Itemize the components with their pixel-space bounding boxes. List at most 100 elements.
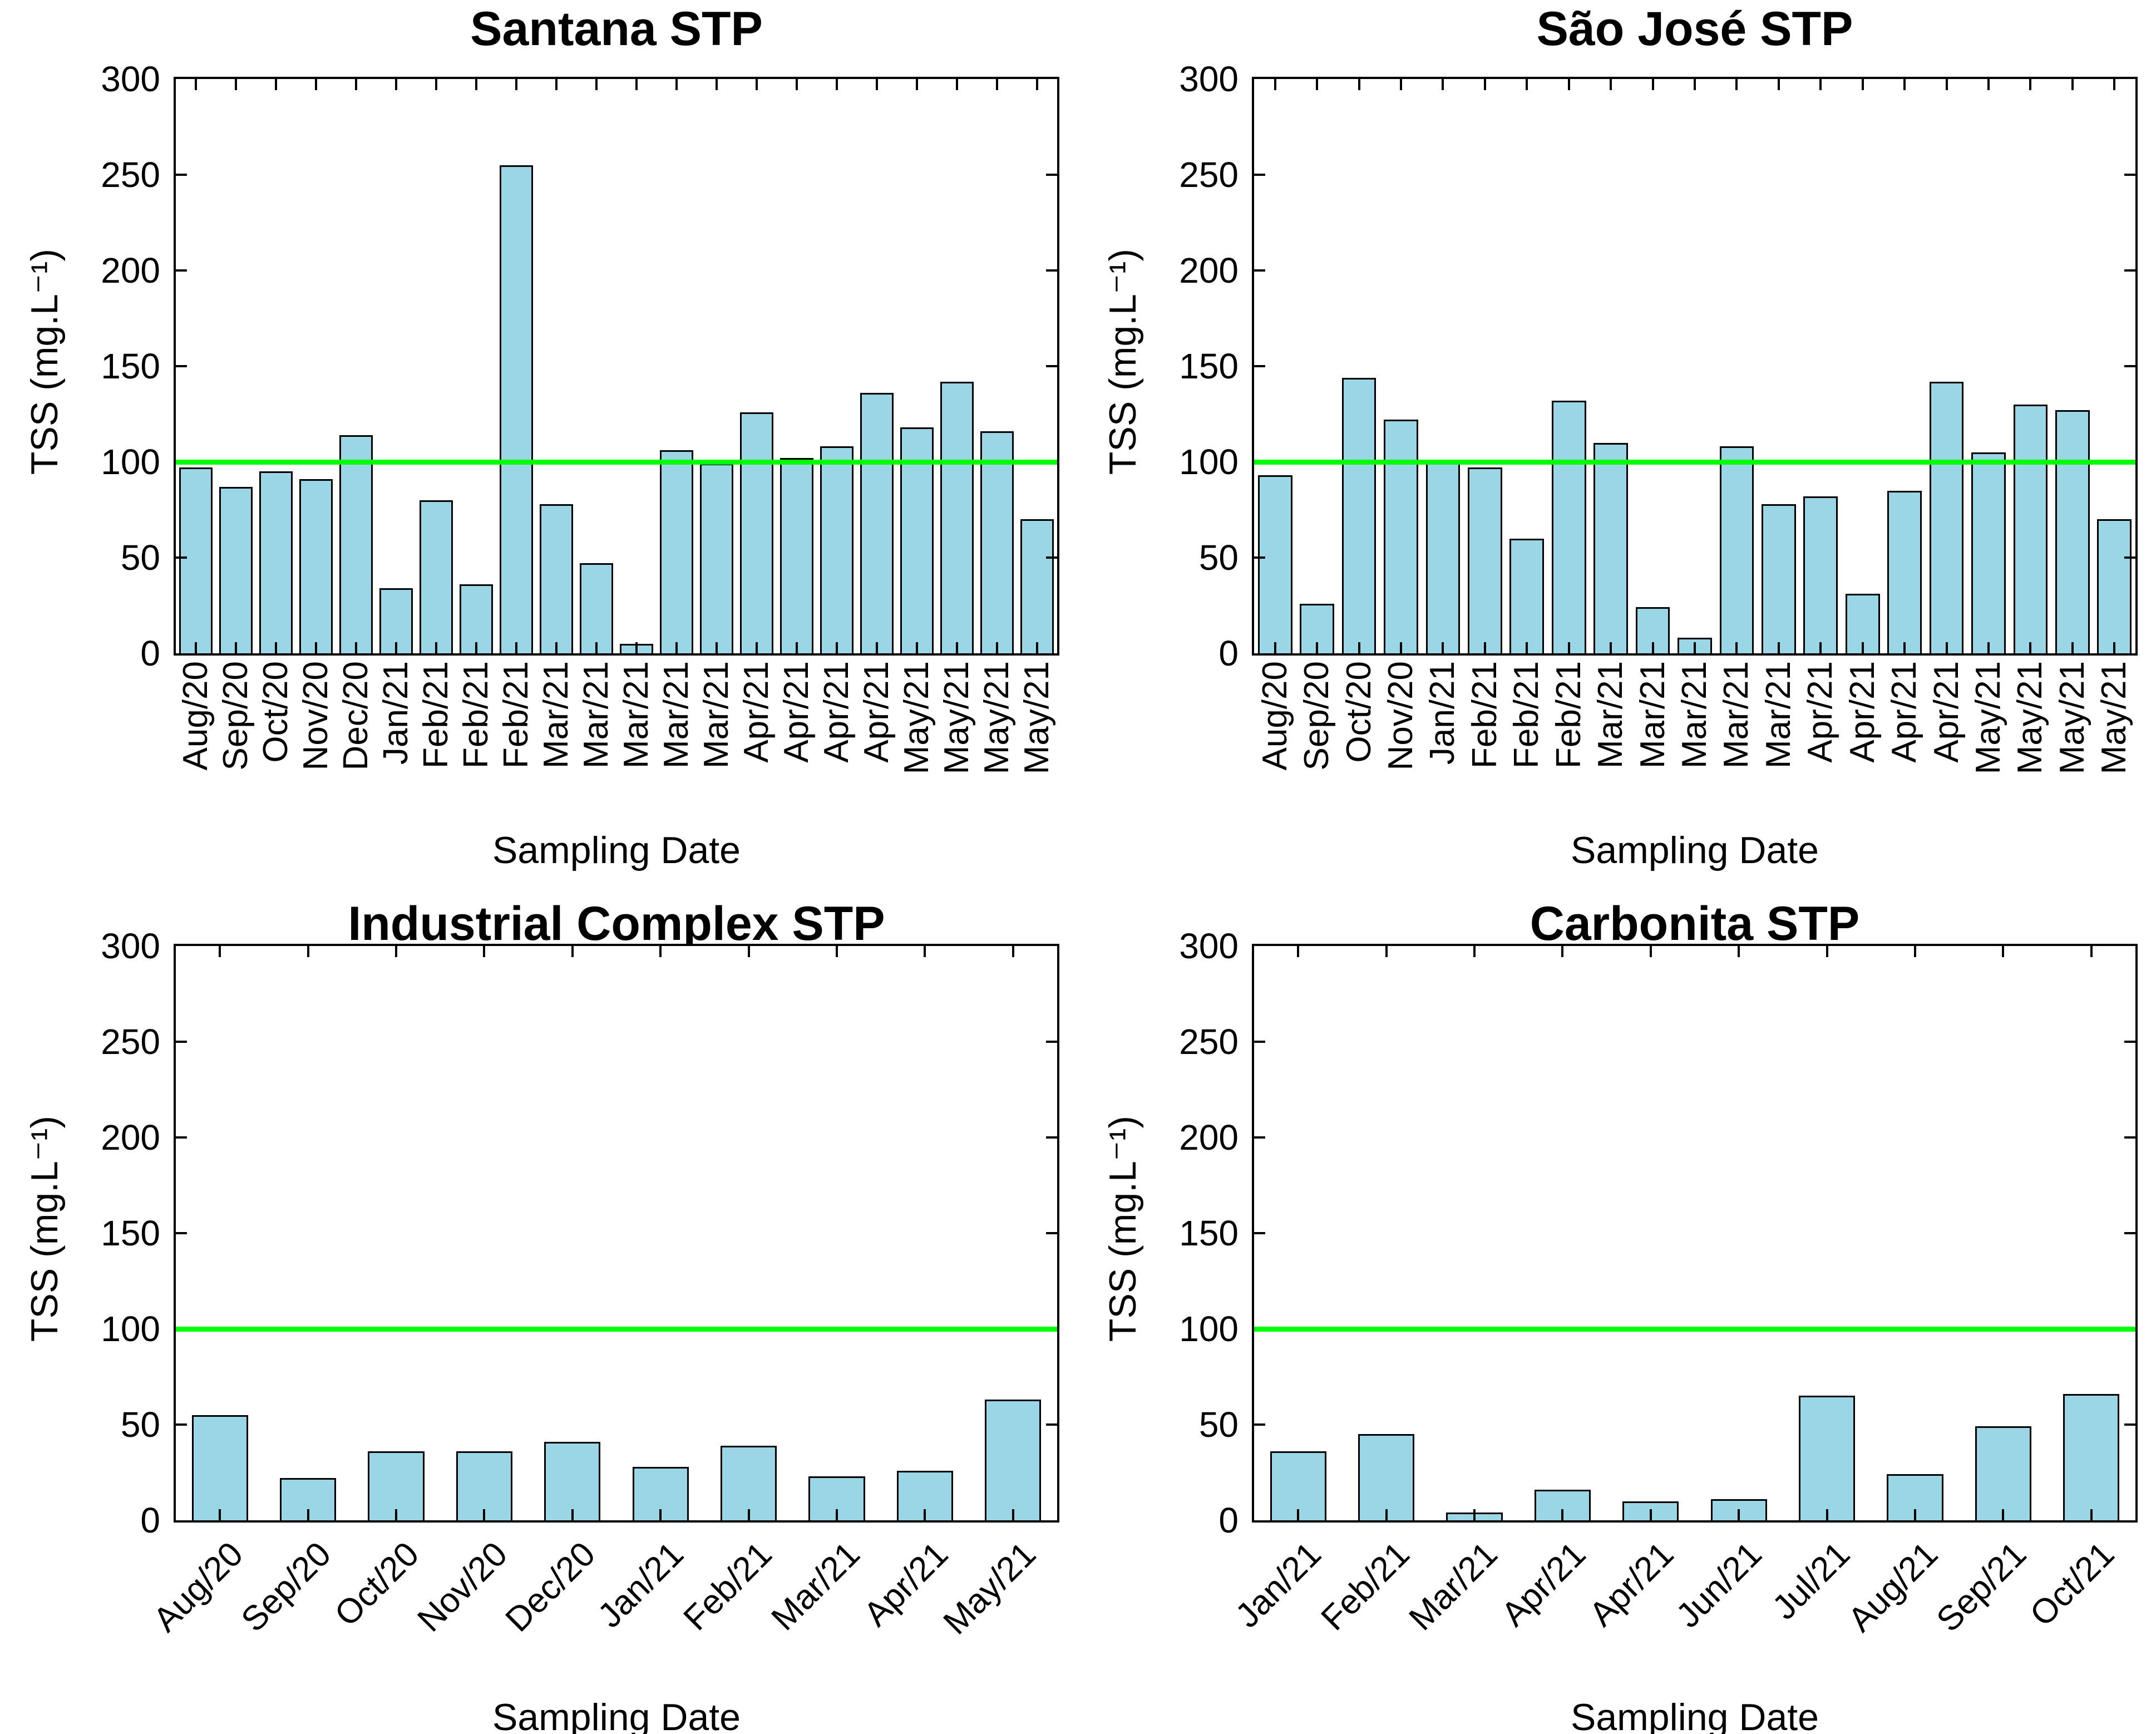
x-tick-mark-bottom — [435, 642, 437, 653]
x-tick-mark-top — [595, 79, 598, 90]
x-tick-mark-top — [1442, 79, 1444, 90]
y-tick-mark-left — [176, 174, 187, 176]
y-tick-mark-right — [1046, 1232, 1057, 1234]
x-tick-mark-bottom — [2113, 642, 2116, 653]
x-tick-mark-bottom — [571, 1509, 574, 1520]
x-tick-label: May/21 — [978, 661, 1016, 775]
y-tick-label: 250 — [101, 155, 160, 195]
x-tick-label: Nov/20 — [410, 1535, 515, 1639]
x-tick-label: Mar/21 — [577, 661, 615, 769]
x-tick-mark-bottom — [2029, 642, 2032, 653]
bar — [2097, 519, 2132, 653]
y-tick-label: 150 — [101, 346, 160, 386]
x-tick-mark-top — [1400, 79, 1402, 90]
x-tick-label: May/21 — [938, 661, 976, 775]
x-tick-mark-bottom — [1819, 642, 1822, 653]
bar — [1270, 1451, 1326, 1520]
x-tick-label: Apr/21 — [1927, 661, 1966, 763]
x-tick-mark-top — [635, 79, 638, 90]
x-tick-label: May/21 — [2011, 661, 2050, 775]
x-tick-mark-top — [796, 79, 798, 90]
x-tick-label: May/21 — [1969, 661, 2007, 775]
y-tick-mark-right — [2124, 174, 2135, 176]
x-tick-label: Feb/21 — [1314, 1535, 1417, 1638]
subplot-carbonita-stp: Carbonita STP TSS (mg.L⁻¹) Sampling Date… — [1078, 867, 2156, 1734]
bar — [544, 1441, 601, 1520]
x-tick-mark-bottom — [1400, 642, 1402, 653]
plot-area — [1252, 944, 2138, 1523]
bar — [1719, 446, 1754, 653]
y-tick-label: 300 — [1179, 926, 1239, 966]
y-tick-mark-left — [1254, 365, 1265, 367]
x-tick-mark-bottom — [1651, 642, 1654, 653]
x-tick-mark-bottom — [395, 642, 397, 653]
x-tick-mark-bottom — [1903, 642, 1906, 653]
bar — [2063, 1393, 2120, 1520]
y-tick-mark-left — [176, 1232, 187, 1234]
x-tick-label: Mar/21 — [617, 661, 655, 769]
bar — [1761, 504, 1796, 653]
x-tick-mark-bottom — [1777, 642, 1780, 653]
subplot-industrial-complex-stp: Industrial Complex STP TSS (mg.L⁻¹) Samp… — [0, 867, 1078, 1734]
x-tick-label: Jan/21 — [1228, 1535, 1329, 1636]
x-tick-mark-bottom — [756, 642, 758, 653]
x-tick-mark-top — [1826, 946, 1828, 957]
x-axis-label: Sampling Date — [492, 829, 741, 871]
x-tick-mark-top — [836, 946, 838, 957]
bar — [1971, 452, 2006, 653]
y-tick-mark-left — [176, 1423, 187, 1426]
x-tick-label: Apr/21 — [1801, 661, 1840, 763]
x-tick-mark-top — [1012, 946, 1014, 957]
y-tick-label: 100 — [101, 442, 160, 482]
x-tick-mark-bottom — [395, 1509, 397, 1520]
x-tick-mark-top — [1735, 79, 1738, 90]
y-tick-mark-right — [2124, 1041, 2135, 1043]
x-tick-mark-top — [916, 79, 918, 90]
x-tick-mark-bottom — [219, 1509, 221, 1520]
bar — [179, 467, 213, 653]
x-tick-mark-bottom — [836, 642, 838, 653]
y-tick-mark-right — [2124, 1232, 2135, 1234]
x-tick-mark-top — [1473, 946, 1476, 957]
x-tick-mark-bottom — [1442, 642, 1444, 653]
bar — [740, 412, 773, 653]
x-tick-mark-top — [876, 79, 878, 90]
x-tick-label: Jan/21 — [590, 1535, 691, 1636]
x-tick-mark-top — [355, 79, 357, 90]
x-tick-mark-top — [275, 79, 277, 90]
bar — [900, 427, 934, 653]
x-tick-label: Aug/20 — [1255, 661, 1294, 771]
x-tick-mark-bottom — [924, 1509, 926, 1520]
x-tick-mark-bottom — [747, 1509, 750, 1520]
x-tick-mark-bottom — [876, 642, 878, 653]
y-tick-label: 0 — [1218, 633, 1239, 673]
x-axis-label: Sampling Date — [1570, 1696, 1819, 1734]
x-tick-mark-bottom — [2071, 642, 2074, 653]
x-tick-mark-top — [1694, 79, 1696, 90]
x-tick-mark-bottom — [1694, 642, 1696, 653]
y-tick-label: 50 — [1198, 538, 1239, 578]
subplot-sao-jose-stp: São José STP TSS (mg.L⁻¹) Sampling Date … — [1078, 0, 2156, 871]
subplot-santana-stp: Santana STP TSS (mg.L⁻¹) Sampling Date 0… — [0, 0, 1078, 871]
x-tick-mark-bottom — [1297, 1509, 1300, 1520]
bar — [780, 458, 813, 653]
x-tick-mark-top — [659, 946, 662, 957]
bar — [940, 381, 974, 653]
x-tick-mark-top — [315, 79, 317, 90]
bar — [1975, 1426, 2032, 1520]
y-tick-mark-right — [1046, 1041, 1057, 1043]
bar — [191, 1415, 248, 1520]
x-tick-label: Feb/21 — [457, 661, 495, 769]
x-tick-mark-bottom — [275, 642, 277, 653]
y-tick-label: 50 — [120, 538, 160, 578]
y-tick-mark-left — [1254, 1423, 1265, 1426]
x-tick-mark-top — [395, 946, 397, 957]
x-tick-mark-top — [2029, 79, 2032, 90]
x-tick-mark-top — [2071, 79, 2074, 90]
y-tick-label: 200 — [1179, 250, 1239, 290]
x-tick-mark-bottom — [1567, 642, 1570, 653]
x-tick-label: Mar/21 — [1591, 661, 1630, 769]
bar — [1358, 1434, 1415, 1520]
bar — [2013, 404, 2048, 653]
y-tick-mark-right — [1046, 1136, 1057, 1139]
